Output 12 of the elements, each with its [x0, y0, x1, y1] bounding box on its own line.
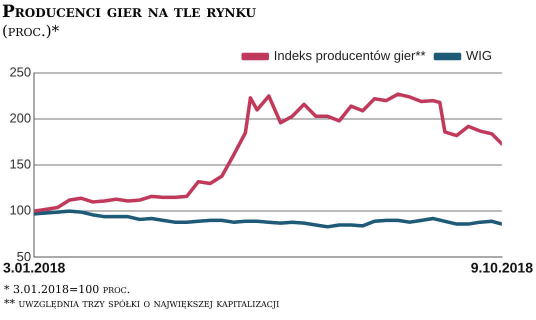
text: * 3.01.2018=100 proc. — [4, 283, 132, 297]
legend-label: WIG — [466, 48, 492, 64]
chart-subtitle: (proc.)* — [2, 22, 60, 40]
y-tick-label: 50 — [16, 248, 32, 264]
y-tick-label: 250 — [9, 64, 32, 80]
legend-label: Indeks producentów gier** — [274, 48, 426, 64]
chart-title: Producenci gier na tle rynku — [2, 2, 256, 22]
text: ** uwzględnia trzy spółki o największej kapitalizacji — [4, 297, 280, 311]
y-tick-label: 200 — [9, 110, 32, 126]
y-tick-label: 150 — [9, 156, 32, 172]
y-tick-label: 100 — [9, 202, 32, 218]
x-tick-label: 9.10.2018 — [470, 259, 534, 276]
